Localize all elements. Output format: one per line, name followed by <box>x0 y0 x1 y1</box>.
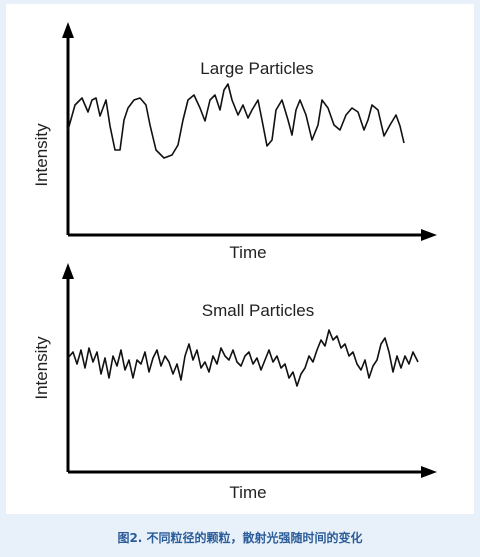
caption: 图2. 不同粒径的颗粒，散射光强随时间的变化 <box>117 530 362 545</box>
plot-title: Large Particles <box>200 59 313 78</box>
plot-title: Small Particles <box>202 301 314 320</box>
x-label: Time <box>229 243 266 262</box>
intensity-curve <box>67 329 419 387</box>
x-arrow <box>421 466 437 478</box>
x-arrow <box>421 229 437 241</box>
y-arrow <box>62 263 74 279</box>
figure-panel <box>6 4 474 514</box>
x-label: Time <box>229 483 266 502</box>
y-label: Intensity <box>32 336 51 400</box>
plot-large: Large Particles Intensity Time <box>32 22 437 262</box>
y-arrow <box>62 22 74 38</box>
intensity-curve <box>67 83 405 159</box>
y-label: Intensity <box>32 123 51 187</box>
plot-small: Small Particles Intensity Time <box>32 263 437 502</box>
